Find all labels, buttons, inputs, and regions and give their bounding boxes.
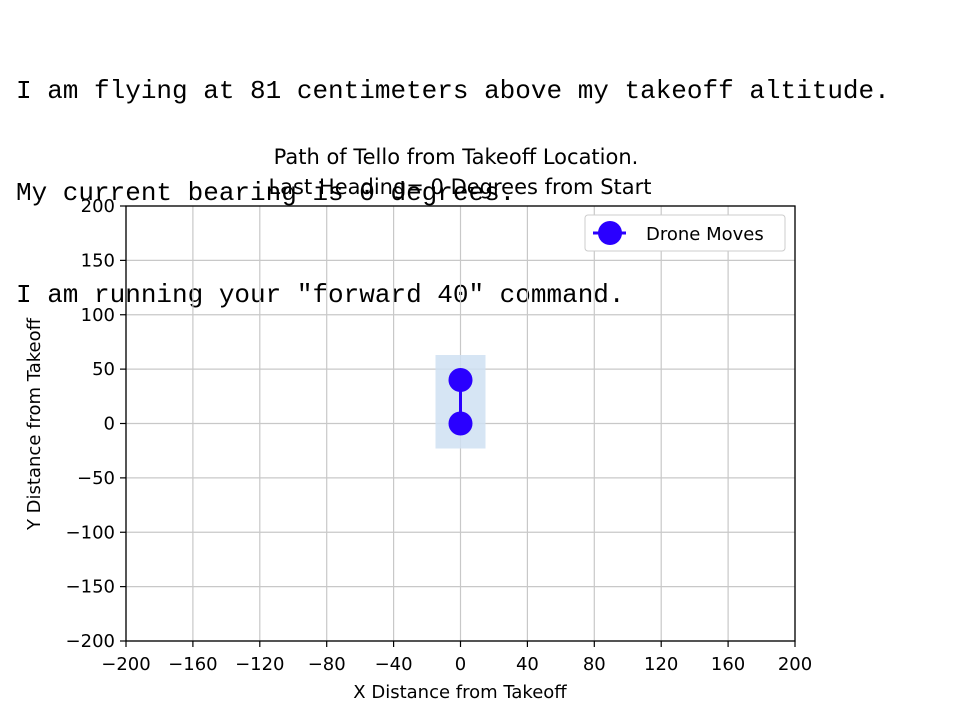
console-line-bearing: My current bearing is 0 degrees. [16, 178, 516, 208]
x-tick-label: 0 [455, 654, 466, 675]
x-tick-label: 120 [644, 654, 678, 675]
y-tick-label: −150 [66, 577, 115, 598]
x-tick-label: −160 [168, 654, 217, 675]
legend-label-drone-moves: Drone Moves [646, 224, 764, 245]
chart-subtitle: Last Heading= 0 Degrees from Start [268, 175, 651, 199]
x-tick-label: 160 [711, 654, 745, 675]
y-tick-label: −50 [77, 468, 115, 489]
y-tick-label: 200 [81, 196, 115, 217]
series-drone-moves [448, 368, 473, 436]
legend: Drone Moves [584, 214, 786, 252]
y-axis-ticks: 200 150 100 50 0 −50 −100 −150 −200 [66, 196, 126, 652]
x-tick-label: 40 [516, 654, 539, 675]
x-axis-ticks: −200 −160 −120 −80 −40 0 40 80 120 160 200 [101, 641, 812, 675]
legend-marker-swatch [598, 221, 622, 245]
console-line-altitude: I am flying at 81 centimeters above my t… [16, 76, 890, 106]
y-axis-label: Y Distance from Takeoff [24, 317, 45, 531]
y-tick-label: 50 [92, 359, 115, 380]
chart-title: Path of Tello from Takeoff Location. [274, 145, 639, 169]
x-tick-label: −200 [101, 654, 150, 675]
y-tick-label: −100 [66, 522, 115, 543]
x-tick-label: −40 [375, 654, 413, 675]
x-tick-label: 200 [778, 654, 812, 675]
x-tick-label: 80 [583, 654, 606, 675]
x-tick-label: −120 [235, 654, 284, 675]
y-tick-label: 100 [81, 305, 115, 326]
y-tick-label: −200 [66, 631, 115, 652]
legend-box [584, 214, 786, 252]
y-tick-label: 0 [104, 414, 115, 435]
data-point-marker [448, 411, 473, 436]
y-tick-label: 150 [81, 250, 115, 271]
x-axis-label: X Distance from Takeoff [353, 682, 567, 703]
data-point-marker [448, 368, 473, 392]
x-tick-label: −80 [308, 654, 346, 675]
